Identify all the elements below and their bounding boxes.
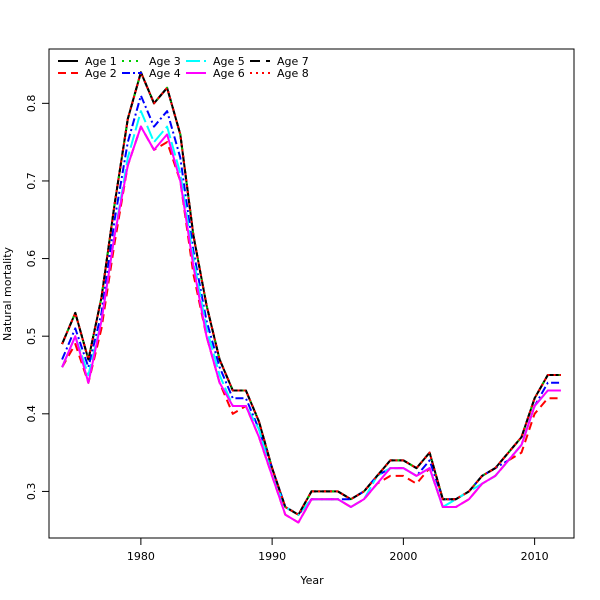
x-tick-label-2000: 2000 xyxy=(389,550,417,563)
series-line-age-4 xyxy=(61,94,561,516)
legend-label-age-8: Age 8 xyxy=(277,67,309,80)
series-line-age-8 xyxy=(61,71,561,516)
x-tick-label-1990: 1990 xyxy=(258,550,286,563)
y-tick-label-0.3: 0.3 xyxy=(25,483,38,501)
legend-label-age-4: Age 4 xyxy=(149,67,181,80)
y-tick-label-0.4: 0.4 xyxy=(25,405,38,423)
y-tick-label-0.5: 0.5 xyxy=(25,327,38,345)
x-axis-title: Year xyxy=(299,574,324,587)
series-line-age-5 xyxy=(61,110,561,516)
x-tick-label-1980: 1980 xyxy=(127,550,155,563)
series-lines xyxy=(61,71,561,524)
legend-label-age-7: Age 7 xyxy=(277,55,309,68)
legend-label-age-2: Age 2 xyxy=(85,67,117,80)
x-axis: 1980 1990 2000 2010 xyxy=(127,538,549,563)
plot-frame xyxy=(48,48,575,539)
legend-label-age-6: Age 6 xyxy=(213,67,245,80)
y-axis-title: Natural mortality xyxy=(1,246,14,341)
legend-label-age-1: Age 1 xyxy=(85,55,117,68)
legend-label-age-5: Age 5 xyxy=(213,55,245,68)
series-line-age-6 xyxy=(61,125,561,524)
legend-label-age-3: Age 3 xyxy=(149,55,181,68)
y-tick-label-0.7: 0.7 xyxy=(25,172,38,190)
y-axis: 0.3 0.4 0.5 0.6 0.7 0.8 xyxy=(25,95,49,501)
y-tick-label-0.6: 0.6 xyxy=(25,250,38,268)
x-tick-label-2010: 2010 xyxy=(521,550,549,563)
series-line-age-2 xyxy=(61,125,561,524)
y-tick-label-0.8: 0.8 xyxy=(25,95,38,113)
